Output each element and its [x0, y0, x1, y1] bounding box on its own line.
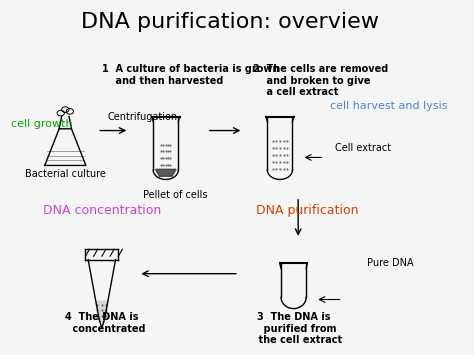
Text: Cell extract: Cell extract [335, 143, 391, 153]
Text: Pure DNA: Pure DNA [367, 258, 413, 268]
Text: Bacterial culture: Bacterial culture [25, 169, 106, 179]
Text: cell harvest and lysis: cell harvest and lysis [330, 101, 447, 111]
Polygon shape [96, 301, 107, 322]
Text: cell growth: cell growth [10, 119, 72, 129]
Text: DNA purification: DNA purification [256, 204, 358, 217]
Text: 2  The cells are removed
    and broken to give
    a cell extract: 2 The cells are removed and broken to gi… [253, 64, 388, 97]
Text: 1  A culture of bacteria is grown
    and then harvested: 1 A culture of bacteria is grown and the… [102, 64, 279, 86]
Polygon shape [155, 169, 176, 176]
Text: Centrifugation: Centrifugation [108, 111, 178, 122]
Text: DNA purification: overview: DNA purification: overview [81, 12, 379, 32]
Text: 4  The DNA is
    concentrated: 4 The DNA is concentrated [59, 312, 145, 334]
Text: Pellet of cells: Pellet of cells [143, 190, 207, 200]
Text: DNA concentration: DNA concentration [43, 204, 161, 217]
Text: 3  The DNA is
    purified from
    the cell extract: 3 The DNA is purified from the cell extr… [245, 312, 342, 345]
